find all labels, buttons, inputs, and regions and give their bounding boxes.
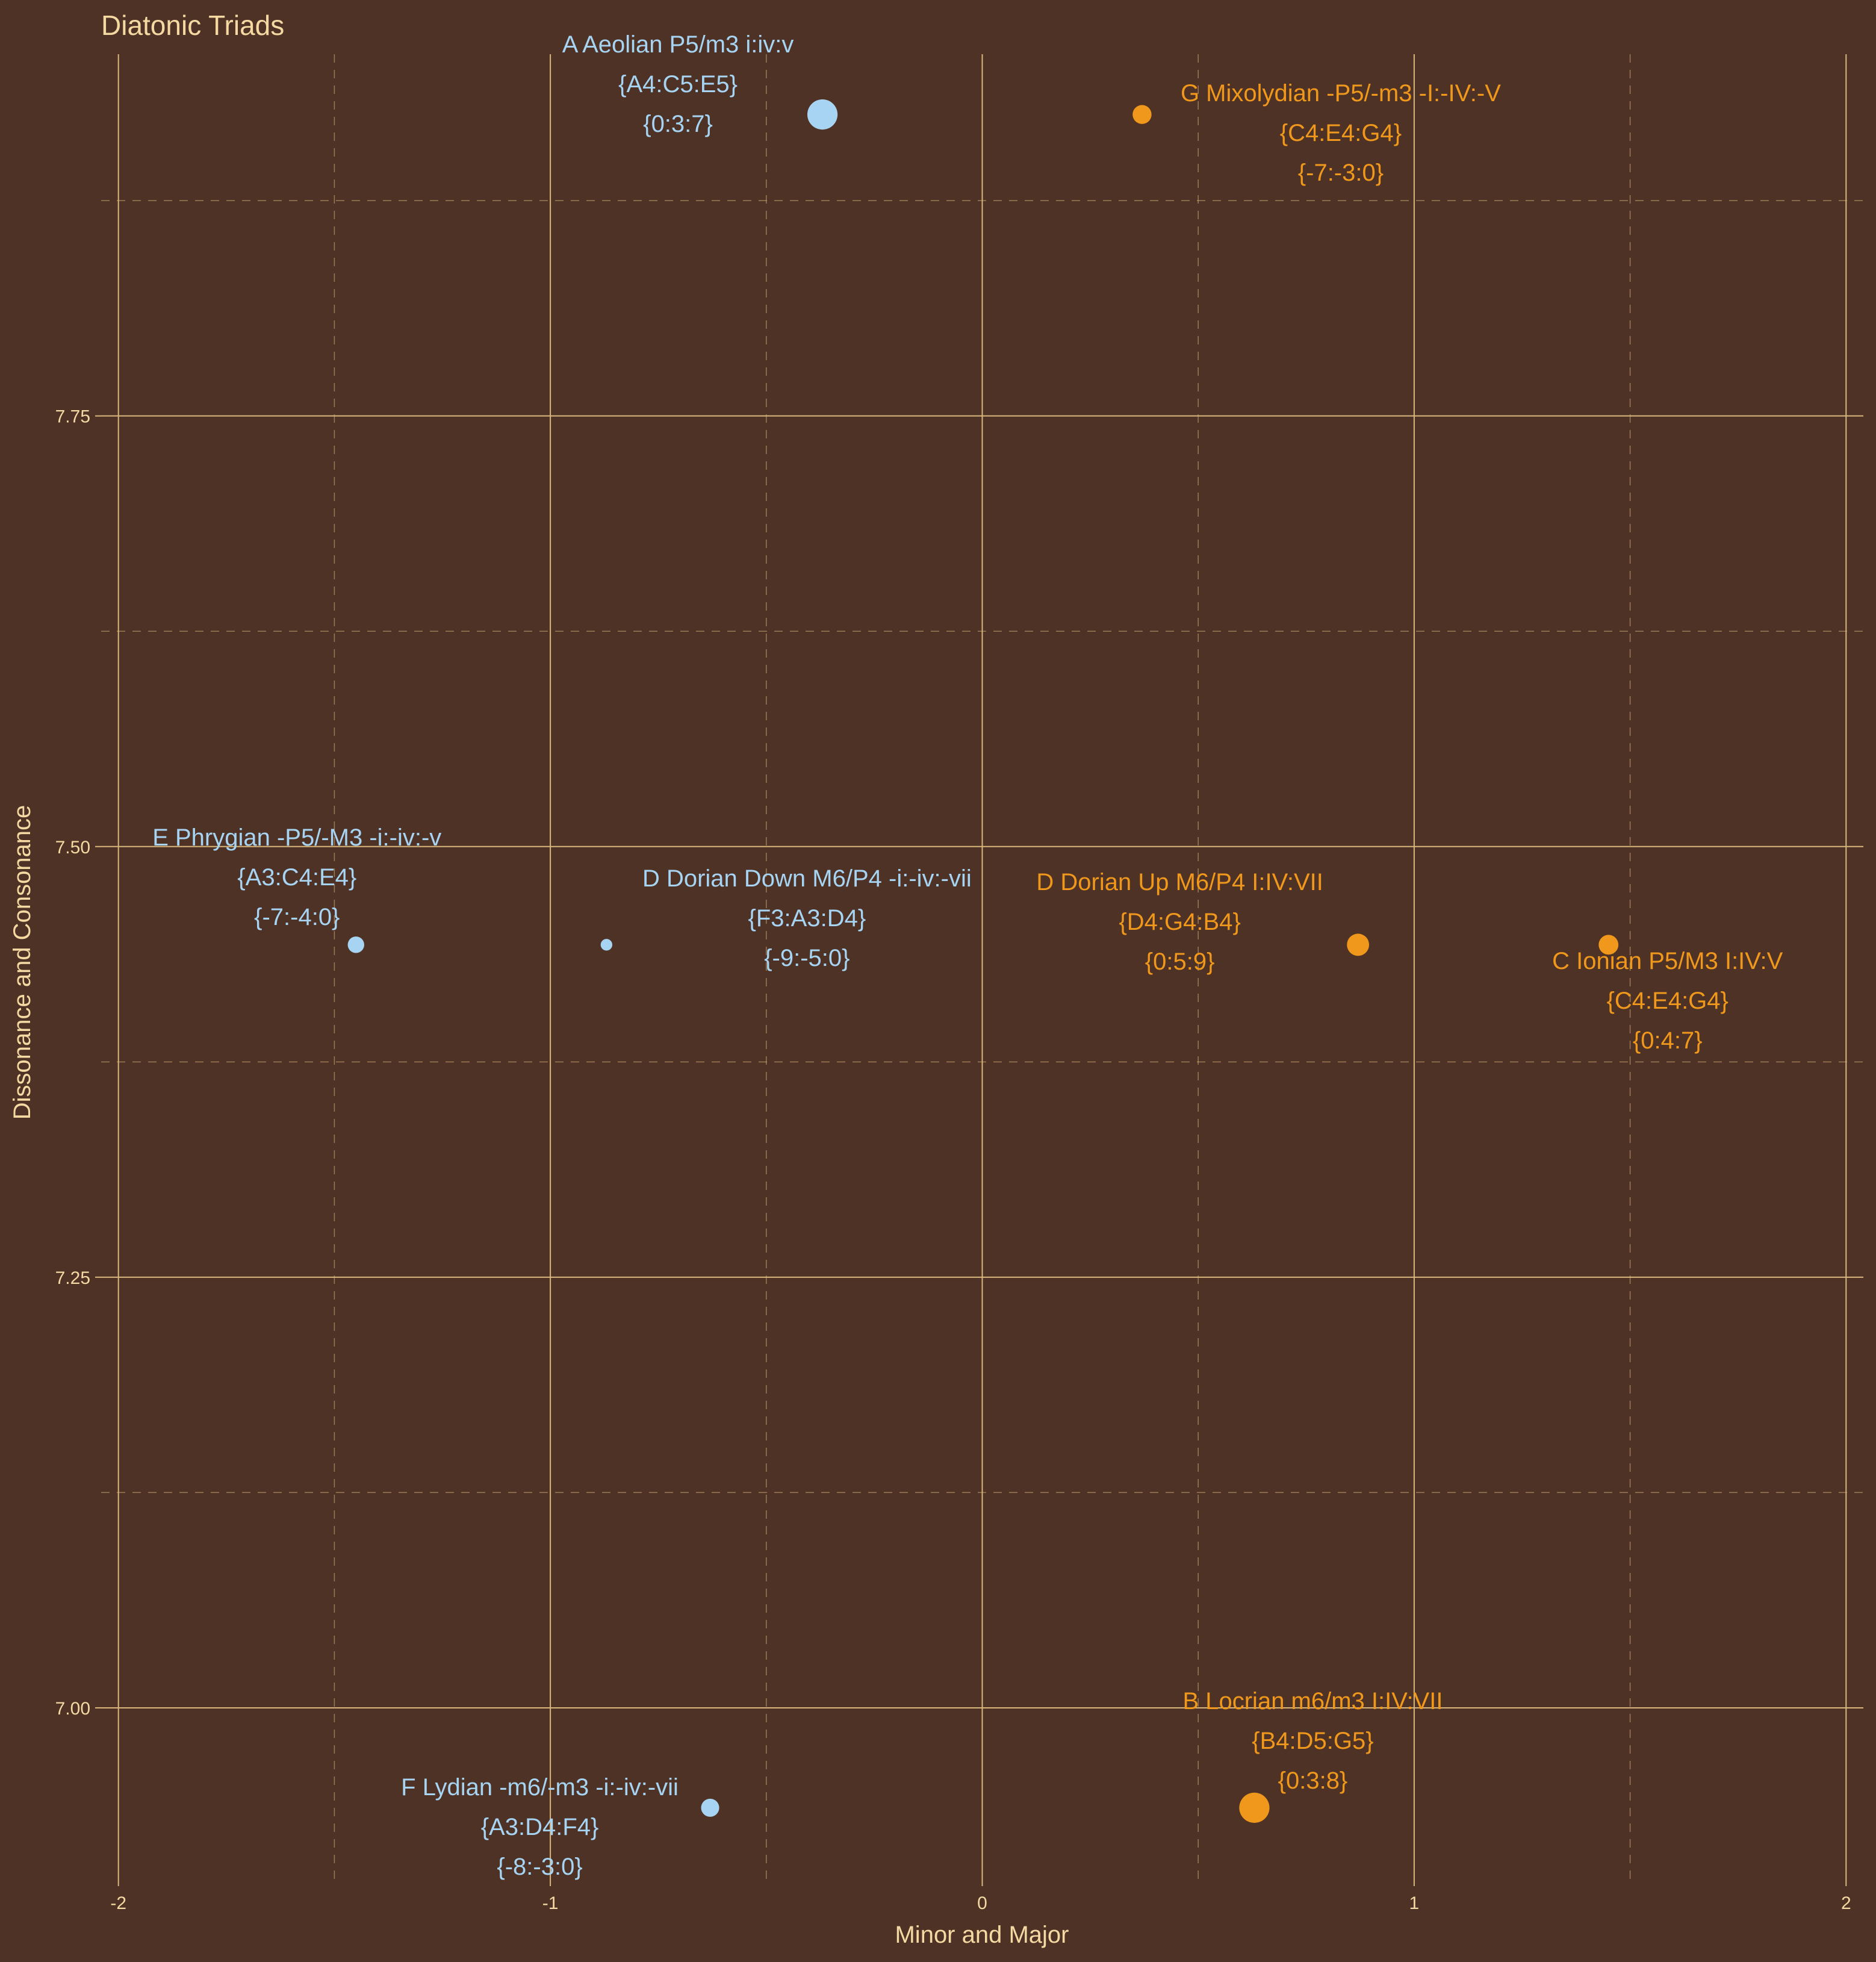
x-tick-label: 1: [1409, 1893, 1420, 1913]
x-tick-label: 0: [977, 1893, 987, 1913]
point-label-name: D Dorian Down M6/P4 -i:-iv:-vii: [642, 865, 972, 892]
point-label-intervals: {0:3:8}: [1278, 1767, 1348, 1794]
data-point: [600, 939, 613, 951]
data-points: [347, 99, 1619, 1823]
x-axis-title: Minor and Major: [895, 1922, 1069, 1948]
point-label-notes: {F3:A3:D4}: [748, 905, 866, 932]
data-point: [701, 1798, 719, 1817]
point-label-notes: {C4:E4:G4}: [1280, 120, 1402, 146]
y-tick-label: 7.25: [55, 1268, 90, 1288]
point-labels: A Aeolian P5/m3 i:iv:v {A4:C5:E5} {0:3:7} G…: [152, 31, 1783, 1880]
point-label-intervals: {-7:-4:0}: [254, 904, 340, 930]
point-label-name: B Locrian m6/m3 I:IV:VII: [1182, 1688, 1443, 1714]
data-point: [347, 936, 364, 953]
point-label-name: D Dorian Up M6/P4 I:IV:VII: [1036, 869, 1323, 895]
point-label-notes: {A3:C4:E4}: [237, 864, 356, 891]
point-label-name: F Lydian -m6/-m3 -i:-iv:-vii: [401, 1774, 679, 1801]
x-tick-label: 2: [1841, 1893, 1851, 1913]
x-tick-label: -1: [542, 1893, 559, 1913]
point-label-intervals: {0:5:9}: [1145, 948, 1215, 975]
point-label-notes: {A4:C5:E5}: [618, 71, 738, 98]
data-point: [1347, 933, 1370, 956]
chart-title: Diatonic Triads: [101, 10, 284, 41]
point-label-intervals: {-8:-3:0}: [497, 1854, 582, 1880]
point-label-intervals: {0:4:7}: [1633, 1027, 1703, 1054]
point-label-name: E Phrygian -P5/-M3 -i:-iv:-v: [152, 824, 441, 851]
point-label-name: C Ionian P5/M3 I:IV:V: [1552, 948, 1783, 974]
point-label-notes: {C4:E4:G4}: [1607, 988, 1728, 1014]
point-label-notes: {B4:D5:G5}: [1252, 1728, 1373, 1754]
y-tick-label: 7.75: [55, 407, 90, 427]
axis-ticks: -2 -1 0 1 2 7.00 7.25 7.50 7.75: [55, 407, 1851, 1913]
y-tick-label: 7.50: [55, 838, 90, 858]
point-label-name: G Mixolydian -P5/-m3 -I:-IV:-V: [1181, 80, 1501, 107]
grid-lines: [101, 54, 1863, 1880]
point-label-notes: {A3:D4:F4}: [481, 1814, 599, 1840]
data-point: [1239, 1792, 1270, 1823]
point-label-intervals: {-7:-3:0}: [1298, 160, 1384, 186]
data-point: [1132, 105, 1152, 124]
y-tick-label: 7.00: [55, 1699, 90, 1719]
x-tick-label: -2: [110, 1893, 126, 1913]
y-axis-title: Dissonance and Consonance: [9, 805, 36, 1120]
point-label-intervals: {0:3:7}: [643, 111, 713, 137]
point-label-name: A Aeolian P5/m3 i:iv:v: [562, 31, 794, 58]
point-label-notes: {D4:G4:B4}: [1119, 909, 1240, 935]
data-point: [1598, 935, 1619, 955]
data-point: [807, 99, 838, 130]
point-label-intervals: {-9:-5:0}: [764, 945, 849, 971]
